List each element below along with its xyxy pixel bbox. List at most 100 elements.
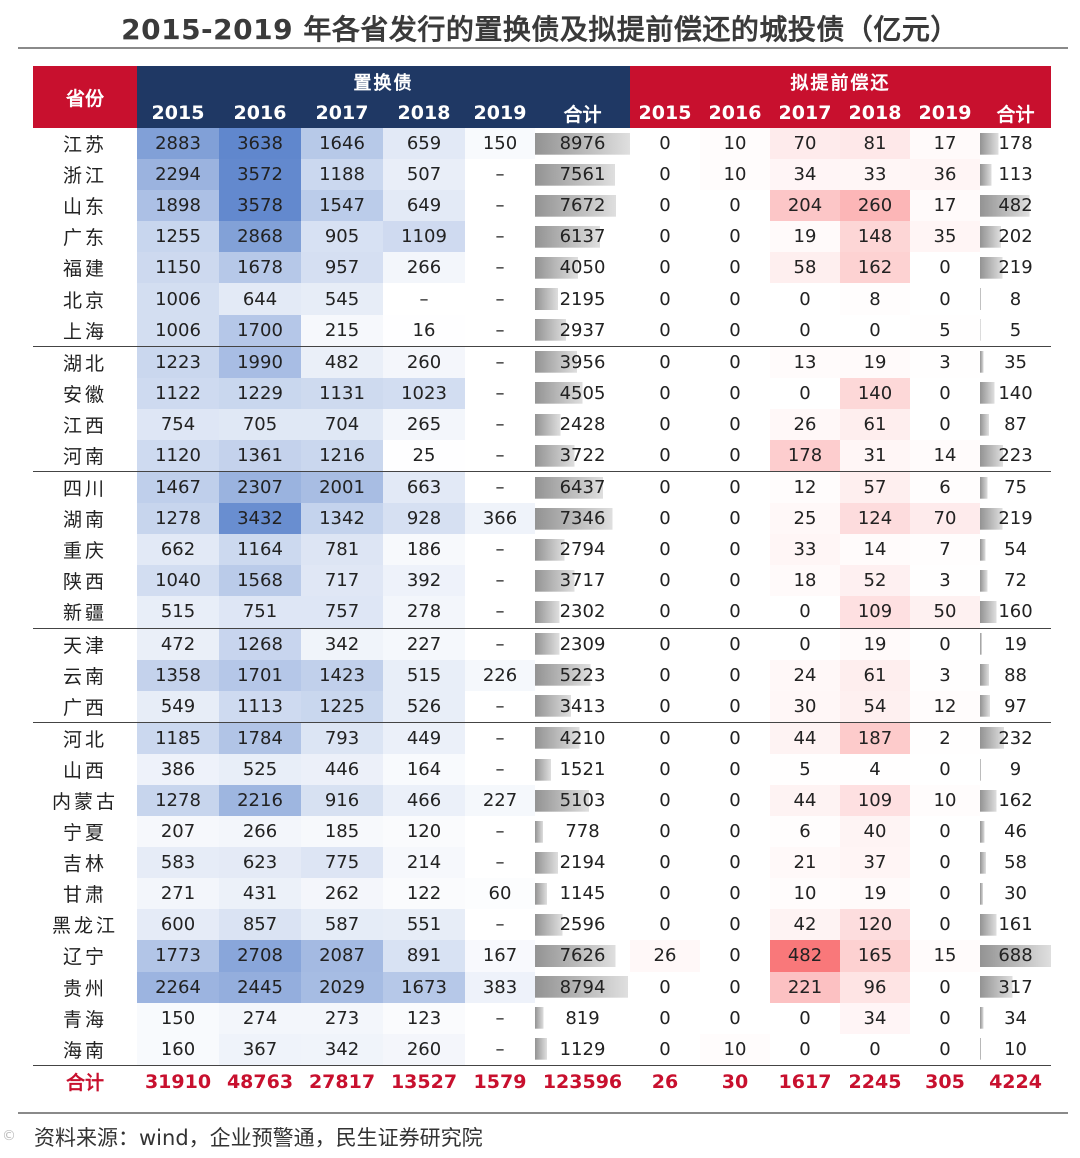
swap-cell: 705 [219, 408, 301, 440]
swap-total-cell: 2302 [535, 596, 630, 628]
swap-cell: 754 [137, 408, 219, 440]
early-cell: 0 [700, 847, 770, 879]
swap-cell: 482 [301, 345, 383, 378]
swap-cell: 1361 [219, 439, 301, 472]
swap-cell: – [465, 408, 535, 440]
early-cell: 0 [630, 159, 700, 191]
early-cell: 0 [630, 128, 700, 160]
swap-cell: 386 [137, 753, 219, 785]
swap-cell: 649 [383, 190, 465, 222]
table-row: 江西 754 705 704 265–2428 0 0 26 61 0 87 [33, 408, 1052, 440]
early-cell: 24 [770, 659, 840, 691]
early-cell: 0 [700, 971, 770, 1003]
swap-cell: 1040 [137, 565, 219, 597]
early-cell: 120 [840, 909, 910, 941]
swap-cell: 1278 [137, 784, 219, 817]
swap-cell: – [465, 816, 535, 848]
province-cell: 湖北 [33, 345, 137, 378]
early-cell: 0 [910, 847, 980, 879]
early-cell: 0 [910, 1002, 980, 1034]
early-cell: 0 [630, 565, 700, 597]
swap-cell: 274 [219, 1002, 301, 1034]
early-cell: 37 [840, 847, 910, 879]
header-province: 省份 [33, 66, 137, 128]
early-total-cell: 232 [980, 721, 1052, 754]
early-cell: 0 [700, 439, 770, 472]
early-cell: 12 [910, 690, 980, 723]
early-cell: 14 [840, 534, 910, 566]
swap-total-cell: 4210 [535, 721, 630, 754]
swap-cell: 367 [219, 1033, 301, 1066]
swap-cell: 25 [383, 439, 465, 472]
swap-cell: – [465, 753, 535, 785]
early-cell: 13 [770, 345, 840, 378]
swap-cell: 549 [137, 690, 219, 723]
swap-cell: 3578 [219, 190, 301, 222]
swap-cell: 383 [465, 971, 535, 1003]
swap-cell: – [465, 847, 535, 879]
early-total-cell: 35 [980, 345, 1052, 378]
early-cell: 5 [770, 753, 840, 785]
early-cell: 40 [840, 816, 910, 848]
early-cell: 0 [700, 784, 770, 817]
swap-cell: 916 [301, 784, 383, 817]
early-cell: 162 [840, 252, 910, 284]
swap-cell: 150 [465, 128, 535, 160]
swap-cell: 1898 [137, 190, 219, 222]
early-total-cell: 178 [980, 128, 1052, 160]
swap-cell: 186 [383, 534, 465, 566]
table-row: 安徽 1122 1229 1131 1023–4505 0 0 0 140 0 140 [33, 377, 1052, 409]
swap-cell: 1188 [301, 159, 383, 191]
swap-cell: 515 [383, 659, 465, 691]
swap-cell: 1023 [383, 377, 465, 409]
table-row: 湖南 1278 3432 1342 928 366 7346 0 0 25 124 70 219 [33, 503, 1052, 535]
early-total-year: 30 [700, 1064, 770, 1098]
early-cell: 0 [700, 909, 770, 941]
swap-cell: 600 [137, 909, 219, 941]
swap-cell: – [465, 596, 535, 628]
table-row: 黑龙江 600 857 587 551–2596 0 0 42 120 0 161 [33, 909, 1052, 941]
early-cell: 109 [840, 784, 910, 817]
early-cell: 19 [840, 345, 910, 378]
province-cell: 新疆 [33, 596, 137, 628]
swap-cell: 623 [219, 847, 301, 879]
early-cell: 0 [910, 971, 980, 1003]
swap-cell: 207 [137, 816, 219, 848]
province-cell: 甘肃 [33, 878, 137, 910]
early-cell: 0 [630, 190, 700, 222]
early-cell: 0 [630, 377, 700, 409]
swap-cell: 526 [383, 690, 465, 723]
title-divider [18, 47, 1068, 49]
swap-cell: 1990 [219, 345, 301, 378]
early-cell: 0 [700, 252, 770, 284]
early-cell: 0 [700, 190, 770, 222]
swap-cell: 160 [137, 1033, 219, 1066]
swap-grand-total: 123596 [535, 1064, 630, 1098]
early-total-cell: 5 [980, 314, 1052, 347]
early-cell: 0 [910, 377, 980, 409]
early-cell: 7 [910, 534, 980, 566]
table-row: 山东 1898 3578 1547 649–7672 0 0 204 260 17 482 [33, 190, 1052, 222]
swap-total-cell: 7561 [535, 159, 630, 191]
early-cell: 96 [840, 971, 910, 1003]
early-cell: 3 [910, 345, 980, 378]
swap-cell: 751 [219, 596, 301, 628]
early-total-year: 26 [630, 1064, 700, 1098]
swap-cell: 273 [301, 1002, 383, 1034]
swap-cell: 2216 [219, 784, 301, 817]
early-cell: 2 [910, 721, 980, 754]
table-row: 新疆 515 751 757 278–2302 0 0 0 109 50 160 [33, 596, 1052, 628]
swap-total-cell: 6137 [535, 221, 630, 253]
swap-cell: 662 [137, 534, 219, 566]
table-row: 青海 150 274 273 123–819 0 0 0 34 0 34 [33, 1002, 1052, 1034]
source-text: 资料来源：wind，企业预警通，民生证券研究院 [34, 1126, 483, 1150]
swap-cell: – [465, 221, 535, 253]
swap-total-year: 1579 [465, 1064, 535, 1098]
table-row: 重庆 662 1164 781 186–2794 0 0 33 14 7 54 [33, 534, 1052, 566]
early-cell: 0 [630, 753, 700, 785]
table-row: 浙江 2294 3572 1188 507–7561 0 10 34 33 36 113 [33, 159, 1052, 191]
swap-cell: 266 [219, 816, 301, 848]
early-cell: 10 [910, 784, 980, 817]
swap-cell: 1216 [301, 439, 383, 472]
early-cell: 0 [630, 847, 700, 879]
